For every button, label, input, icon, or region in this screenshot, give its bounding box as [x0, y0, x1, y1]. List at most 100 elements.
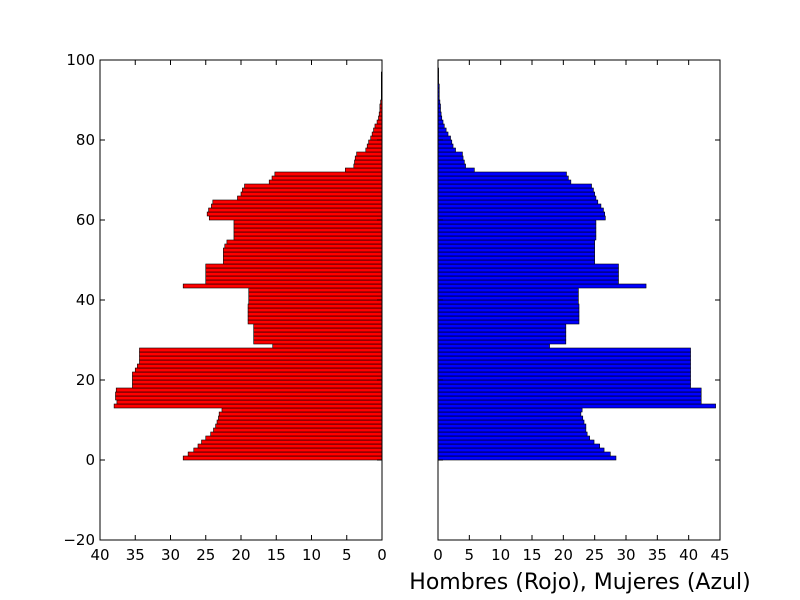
women-bar	[437, 255, 595, 261]
women-bar	[437, 263, 619, 269]
women-x-tick-label: 40	[679, 546, 698, 564]
women-bar	[437, 367, 691, 373]
women-bar	[437, 347, 691, 353]
men-bar	[218, 411, 383, 417]
women-panel: 0 5 10 15 20 25 30 35 40 45	[433, 59, 730, 564]
women-bar	[437, 235, 597, 241]
y-tick-label: 20	[76, 371, 95, 389]
women-bar	[437, 187, 594, 193]
women-bar	[437, 455, 617, 461]
men-bar	[240, 191, 383, 197]
men-ticks: 40 35 30 25 20 15 10 5 0 100 80 60 40 20 0 −20	[63, 51, 386, 564]
men-bar	[226, 239, 383, 245]
men-bar	[366, 143, 383, 149]
women-bar	[437, 223, 597, 229]
men-bar	[233, 231, 383, 237]
men-bar	[132, 383, 383, 389]
men-axes-frame	[99, 59, 383, 541]
men-bar	[221, 407, 383, 413]
men-bar	[274, 171, 383, 177]
women-bar	[437, 127, 447, 133]
women-x-tick-label: 10	[491, 546, 510, 564]
women-bar	[437, 191, 595, 197]
men-bar	[116, 399, 383, 405]
men-bar	[182, 455, 383, 461]
women-x-tick-label: 5	[465, 546, 475, 564]
men-bar	[253, 335, 383, 341]
women-bar	[437, 207, 604, 213]
men-bar	[205, 263, 383, 269]
men-bar	[373, 127, 383, 133]
women-bar	[437, 359, 691, 365]
men-bar	[132, 379, 383, 385]
women-bar	[437, 131, 449, 137]
women-bar	[437, 171, 567, 177]
men-bar	[378, 115, 383, 121]
women-bar	[437, 335, 567, 341]
men-x-tick-label: 30	[161, 546, 180, 564]
men-bar	[253, 323, 383, 329]
women-bar	[437, 447, 605, 453]
women-bar	[437, 311, 580, 317]
men-bar	[248, 295, 383, 301]
men-x-tick-label: 35	[126, 546, 145, 564]
women-bar	[437, 371, 691, 377]
men-bar	[253, 331, 383, 337]
women-bar	[437, 431, 588, 437]
men-bar	[233, 235, 383, 241]
women-bar	[437, 239, 595, 245]
women-x-tick-label: 0	[433, 546, 443, 564]
women-bar	[437, 243, 595, 249]
men-bar	[354, 155, 383, 161]
women-bar	[437, 323, 567, 329]
men-bar	[353, 163, 383, 169]
men-bar	[376, 119, 383, 125]
men-bar	[345, 167, 383, 173]
women-bars	[437, 67, 716, 461]
men-bar	[132, 375, 383, 381]
women-bar	[437, 251, 595, 257]
men-bar	[365, 147, 383, 153]
women-bar	[437, 199, 599, 205]
men-bar	[370, 135, 383, 141]
women-bar	[437, 379, 691, 385]
men-x-tick-label: 15	[267, 546, 286, 564]
men-bar	[248, 287, 383, 293]
men-bar	[247, 315, 383, 321]
men-bar	[223, 259, 383, 265]
women-bar	[437, 331, 567, 337]
men-bar	[139, 359, 383, 365]
women-bar	[437, 395, 702, 401]
men-bar	[247, 319, 383, 325]
women-bar	[437, 219, 597, 225]
men-bar	[233, 227, 383, 233]
women-bar	[437, 259, 595, 265]
men-bar	[356, 151, 383, 157]
women-bar	[437, 307, 580, 313]
men-bar	[115, 387, 383, 393]
men-bar	[210, 431, 383, 437]
women-bar	[437, 299, 579, 305]
women-bar	[437, 339, 567, 345]
women-bar	[437, 179, 572, 185]
women-x-tick-label: 25	[585, 546, 604, 564]
women-x-tick-label: 45	[710, 546, 729, 564]
women-bar	[437, 435, 590, 441]
women-bar	[437, 183, 592, 189]
men-bar	[271, 175, 383, 181]
men-bar	[115, 391, 383, 397]
men-bar	[253, 339, 383, 345]
women-bar	[437, 451, 611, 457]
men-bar	[139, 347, 383, 353]
women-bar	[437, 123, 445, 129]
women-bar	[437, 411, 582, 417]
women-x-tick-label: 35	[648, 546, 667, 564]
women-bar	[437, 351, 691, 357]
men-bar	[134, 367, 383, 373]
y-tick-label: 0	[85, 451, 95, 469]
women-bar	[437, 227, 597, 233]
men-bar	[248, 291, 383, 297]
y-tick-label: 60	[76, 211, 95, 229]
men-bar	[247, 307, 383, 313]
women-bar	[437, 231, 597, 237]
